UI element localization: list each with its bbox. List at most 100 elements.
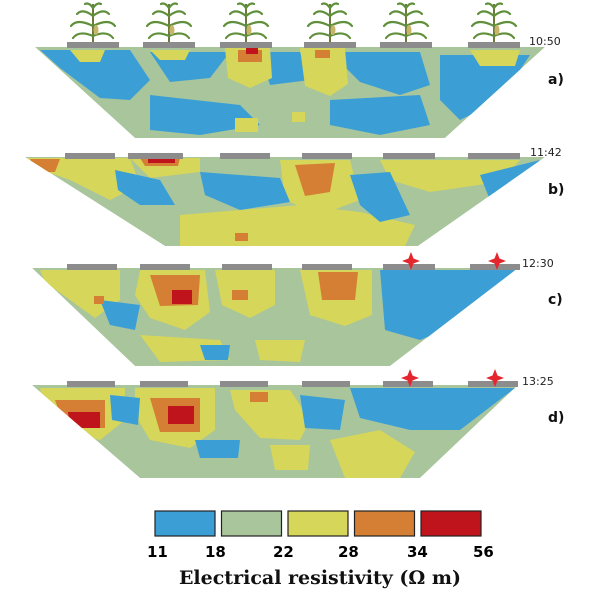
- resistivity-zone-yellow: [270, 445, 310, 470]
- electrode-pad: [304, 42, 356, 48]
- resistivity-zone-blue: [40, 50, 150, 100]
- electrode-pad: [468, 381, 518, 387]
- resistivity-zone-yellow: [70, 50, 105, 62]
- electrode-pad: [302, 153, 352, 159]
- legend-tick-label: 22: [273, 543, 294, 561]
- resistivity-zone-blue: [330, 52, 430, 95]
- electrode-pad: [302, 264, 352, 270]
- panel-c-section: 12:30 c): [32, 252, 563, 366]
- legend-tick-label: 11: [147, 543, 168, 561]
- resistivity-zone-blue: [440, 55, 530, 120]
- star-marker-icon: [402, 252, 420, 270]
- maize-plant-icon: [470, 2, 518, 42]
- maize-plant-icon: [306, 2, 354, 42]
- resistivity-zone-orange: [94, 296, 104, 304]
- star-marker-icon: [488, 252, 506, 270]
- legend-swatch: [220, 510, 283, 537]
- resistivity-zone-orange: [315, 50, 330, 58]
- legend-swatch: [420, 510, 482, 537]
- resistivity-zone-yellow: [292, 112, 305, 122]
- legend-tick-label: 34: [407, 543, 428, 561]
- resistivity-zone-blue: [195, 440, 240, 458]
- panel-label-d: d): [548, 410, 564, 426]
- resistivity-zone-orange: [235, 233, 248, 241]
- legend-swatch: [154, 510, 216, 537]
- maize-plant-icon: [69, 2, 117, 42]
- legend-tick-label: 18: [205, 543, 226, 561]
- resistivity-section-a: [35, 47, 545, 138]
- time-label-a: 10:50: [529, 35, 561, 48]
- electrode-pad: [67, 42, 119, 48]
- electrode-pad: [67, 381, 115, 387]
- legend-tick-labels: 11 18 22 28 34 56: [147, 543, 494, 561]
- electrode-row-b: [65, 153, 520, 159]
- resistivity-zone-red: [172, 290, 192, 304]
- resistivity-zone-blue: [260, 52, 310, 85]
- legend-swatch: [287, 510, 349, 537]
- time-label-b: 11:42: [530, 146, 562, 159]
- resistivity-zone-yellow: [40, 270, 120, 318]
- resistivity-zone-yellow: [255, 340, 305, 362]
- resistivity-zone-blue: [200, 172, 290, 210]
- electrode-pad: [143, 42, 195, 48]
- electrode-pad: [380, 42, 432, 48]
- resistivity-zone-blue: [480, 160, 540, 200]
- panel-label-c: c): [548, 292, 563, 308]
- panel-label-a: a): [548, 72, 564, 88]
- color-legend: 11 18 22 28 34 56 Electrical resistivity (Ω m…: [147, 510, 494, 589]
- legend-swatch: [353, 510, 416, 537]
- electrode-pad: [468, 42, 520, 48]
- electrode-pad: [383, 153, 435, 159]
- resistivity-zone-orange: [250, 392, 268, 402]
- resistivity-zone-orange: [30, 159, 60, 172]
- electrode-pad: [302, 381, 350, 387]
- panel-a-section: 10:50 a): [35, 2, 564, 138]
- electrode-pad: [470, 264, 520, 270]
- panel-d-section: 13:25 d): [32, 369, 564, 478]
- electrode-pad: [222, 264, 272, 270]
- maize-plants: [69, 2, 518, 42]
- resistivity-zone-orange: [295, 163, 335, 196]
- resistivity-section-c: [32, 268, 518, 366]
- resistivity-section-d: [32, 385, 518, 478]
- resistivity-zone-blue: [380, 270, 515, 340]
- resistivity-zone-blue: [150, 95, 260, 135]
- resistivity-zone-blue: [350, 388, 515, 430]
- resistivity-zone-orange: [318, 272, 358, 300]
- time-label-c: 12:30: [522, 257, 554, 270]
- resistivity-zone-blue: [200, 345, 230, 360]
- resistivity-zone-blue: [100, 300, 140, 330]
- resistivity-zone-red: [68, 412, 100, 428]
- resistivity-section-b: [25, 157, 545, 246]
- resistivity-zone-blue: [300, 395, 345, 430]
- resistivity-zone-yellow: [330, 60, 345, 70]
- resistivity-zone-yellow: [235, 118, 258, 132]
- resistivity-zone-blue: [110, 395, 140, 425]
- resistivity-zone-yellow: [330, 430, 415, 478]
- resistivity-zone-blue: [350, 172, 410, 222]
- panel-b-section: 11:42 b): [25, 146, 564, 246]
- resistivity-zone-yellow: [470, 50, 520, 66]
- electrode-pad: [468, 153, 520, 159]
- resistivity-zone-red: [246, 48, 258, 54]
- star-marker-icon: [486, 369, 504, 387]
- legend-title: Electrical resistivity (Ω m): [179, 567, 461, 589]
- electrode-row-a: [67, 42, 520, 48]
- legend-swatches: [154, 510, 482, 537]
- electrode-pad: [128, 153, 183, 159]
- maize-plant-icon: [145, 2, 193, 42]
- resistivity-zone-yellow: [230, 390, 310, 440]
- electrode-pad: [220, 42, 272, 48]
- panel-label-b: b): [548, 182, 564, 198]
- electrode-pad: [140, 264, 190, 270]
- resistivity-zone-orange: [232, 290, 248, 300]
- star-marker-icon: [401, 369, 419, 387]
- electrode-pad: [65, 153, 115, 159]
- maize-plant-icon: [222, 2, 270, 42]
- resistivity-zone-blue: [330, 95, 430, 135]
- legend-tick-label: 56: [473, 543, 494, 561]
- electrode-pad: [67, 264, 117, 270]
- resistivity-zone-red: [148, 158, 175, 163]
- legend-tick-label: 28: [338, 543, 359, 561]
